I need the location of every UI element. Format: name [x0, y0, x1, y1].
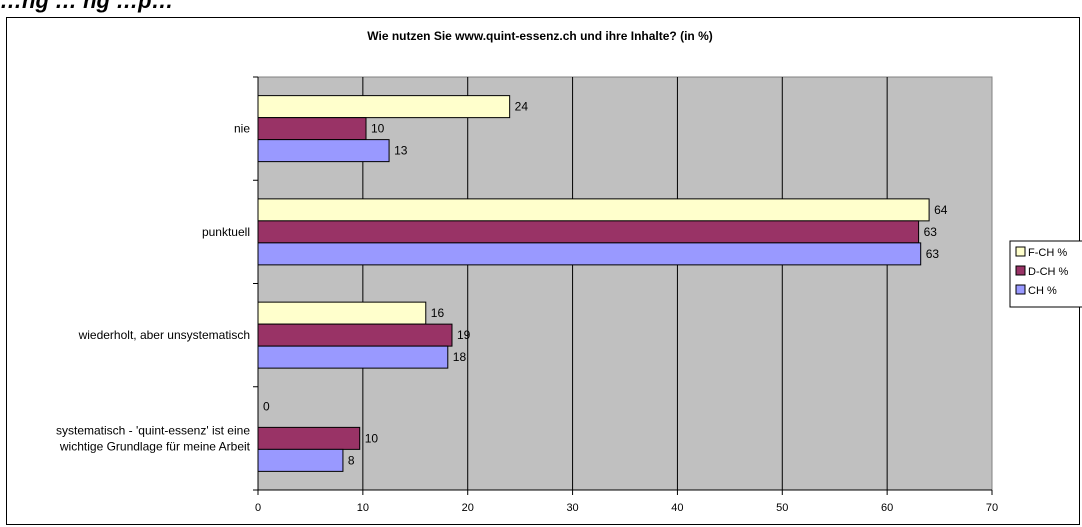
bar-ch [257, 345, 449, 369]
legend-label: D-CH % [1028, 266, 1069, 278]
data-label: 10 [371, 122, 385, 136]
bar-ch [257, 242, 922, 266]
category-label: nie [234, 122, 250, 136]
x-tick-label: 60 [881, 502, 893, 514]
plot-area [257, 76, 993, 491]
bar-f-ch [257, 198, 930, 222]
bar-d-ch [257, 426, 361, 450]
bar-f-ch [257, 95, 511, 119]
bar-d-ch [257, 117, 367, 141]
x-tick-label: 20 [462, 502, 474, 514]
data-label: 8 [348, 453, 355, 467]
data-label: 13 [394, 144, 408, 158]
data-label: 63 [926, 247, 940, 261]
category-label: systematisch - 'quint-essenz' ist eine [56, 423, 250, 437]
data-label: 19 [457, 328, 471, 342]
category-label: wichtige Grundlage für meine Arbeit [59, 439, 251, 453]
x-tick-label: 30 [566, 502, 578, 514]
bar-f-ch [257, 301, 427, 325]
x-tick-label: 0 [255, 502, 261, 514]
x-tick-label: 70 [986, 502, 998, 514]
bar-d-ch [257, 220, 920, 244]
legend-label: F-CH % [1028, 247, 1067, 259]
data-label: 24 [515, 100, 529, 114]
data-label: 18 [453, 350, 467, 364]
legend-swatch [1015, 246, 1026, 257]
bar-ch [257, 448, 344, 472]
x-tick-label: 10 [357, 502, 369, 514]
legend-swatch [1015, 265, 1026, 276]
bar-d-ch [257, 323, 453, 347]
data-label: 16 [431, 306, 445, 320]
x-tick-label: 50 [776, 502, 788, 514]
page-heading: …ng … ng …p… [0, 0, 174, 13]
x-tick-label: 40 [671, 502, 683, 514]
legend-label: CH % [1028, 285, 1057, 297]
data-label: 64 [934, 203, 948, 217]
category-label: punktuell [202, 225, 250, 239]
category-label: wiederholt, aber unsystematisch [78, 328, 250, 342]
legend-swatch [1015, 284, 1026, 295]
data-label: 10 [365, 431, 379, 445]
bar-ch [257, 139, 390, 163]
data-label: 63 [924, 225, 938, 239]
data-label: 0 [263, 399, 270, 413]
chart-title: Wie nutzen Sie www.quint-essenz.ch und i… [367, 29, 712, 43]
